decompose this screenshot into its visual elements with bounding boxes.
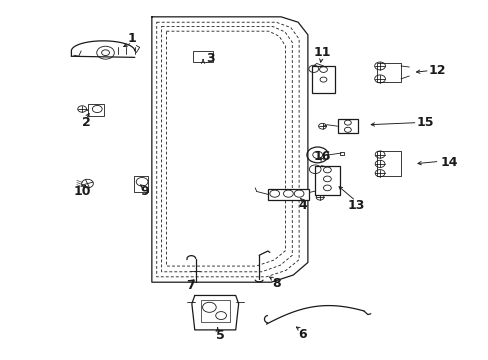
Text: 8: 8 <box>271 278 280 291</box>
Bar <box>88 104 103 116</box>
Text: 14: 14 <box>440 156 457 168</box>
Text: 5: 5 <box>215 329 224 342</box>
Bar <box>267 189 308 200</box>
Text: 16: 16 <box>313 150 330 163</box>
Text: 12: 12 <box>427 64 445 77</box>
Bar <box>337 120 357 133</box>
Text: 1: 1 <box>128 32 137 45</box>
Bar <box>193 51 212 62</box>
Bar <box>339 152 344 154</box>
Bar <box>200 300 229 321</box>
Bar <box>376 63 400 82</box>
Text: 3: 3 <box>205 51 214 64</box>
Text: 6: 6 <box>298 328 306 341</box>
Bar <box>134 176 148 192</box>
Text: 9: 9 <box>140 185 148 198</box>
Text: 4: 4 <box>298 199 307 212</box>
Bar <box>311 66 334 93</box>
Text: 11: 11 <box>313 46 330 59</box>
Text: 15: 15 <box>415 116 433 129</box>
Text: 7: 7 <box>186 279 195 292</box>
Bar <box>315 166 339 195</box>
Bar <box>376 151 400 176</box>
Text: 10: 10 <box>74 185 91 198</box>
Text: 2: 2 <box>81 116 90 129</box>
Text: 13: 13 <box>347 199 365 212</box>
